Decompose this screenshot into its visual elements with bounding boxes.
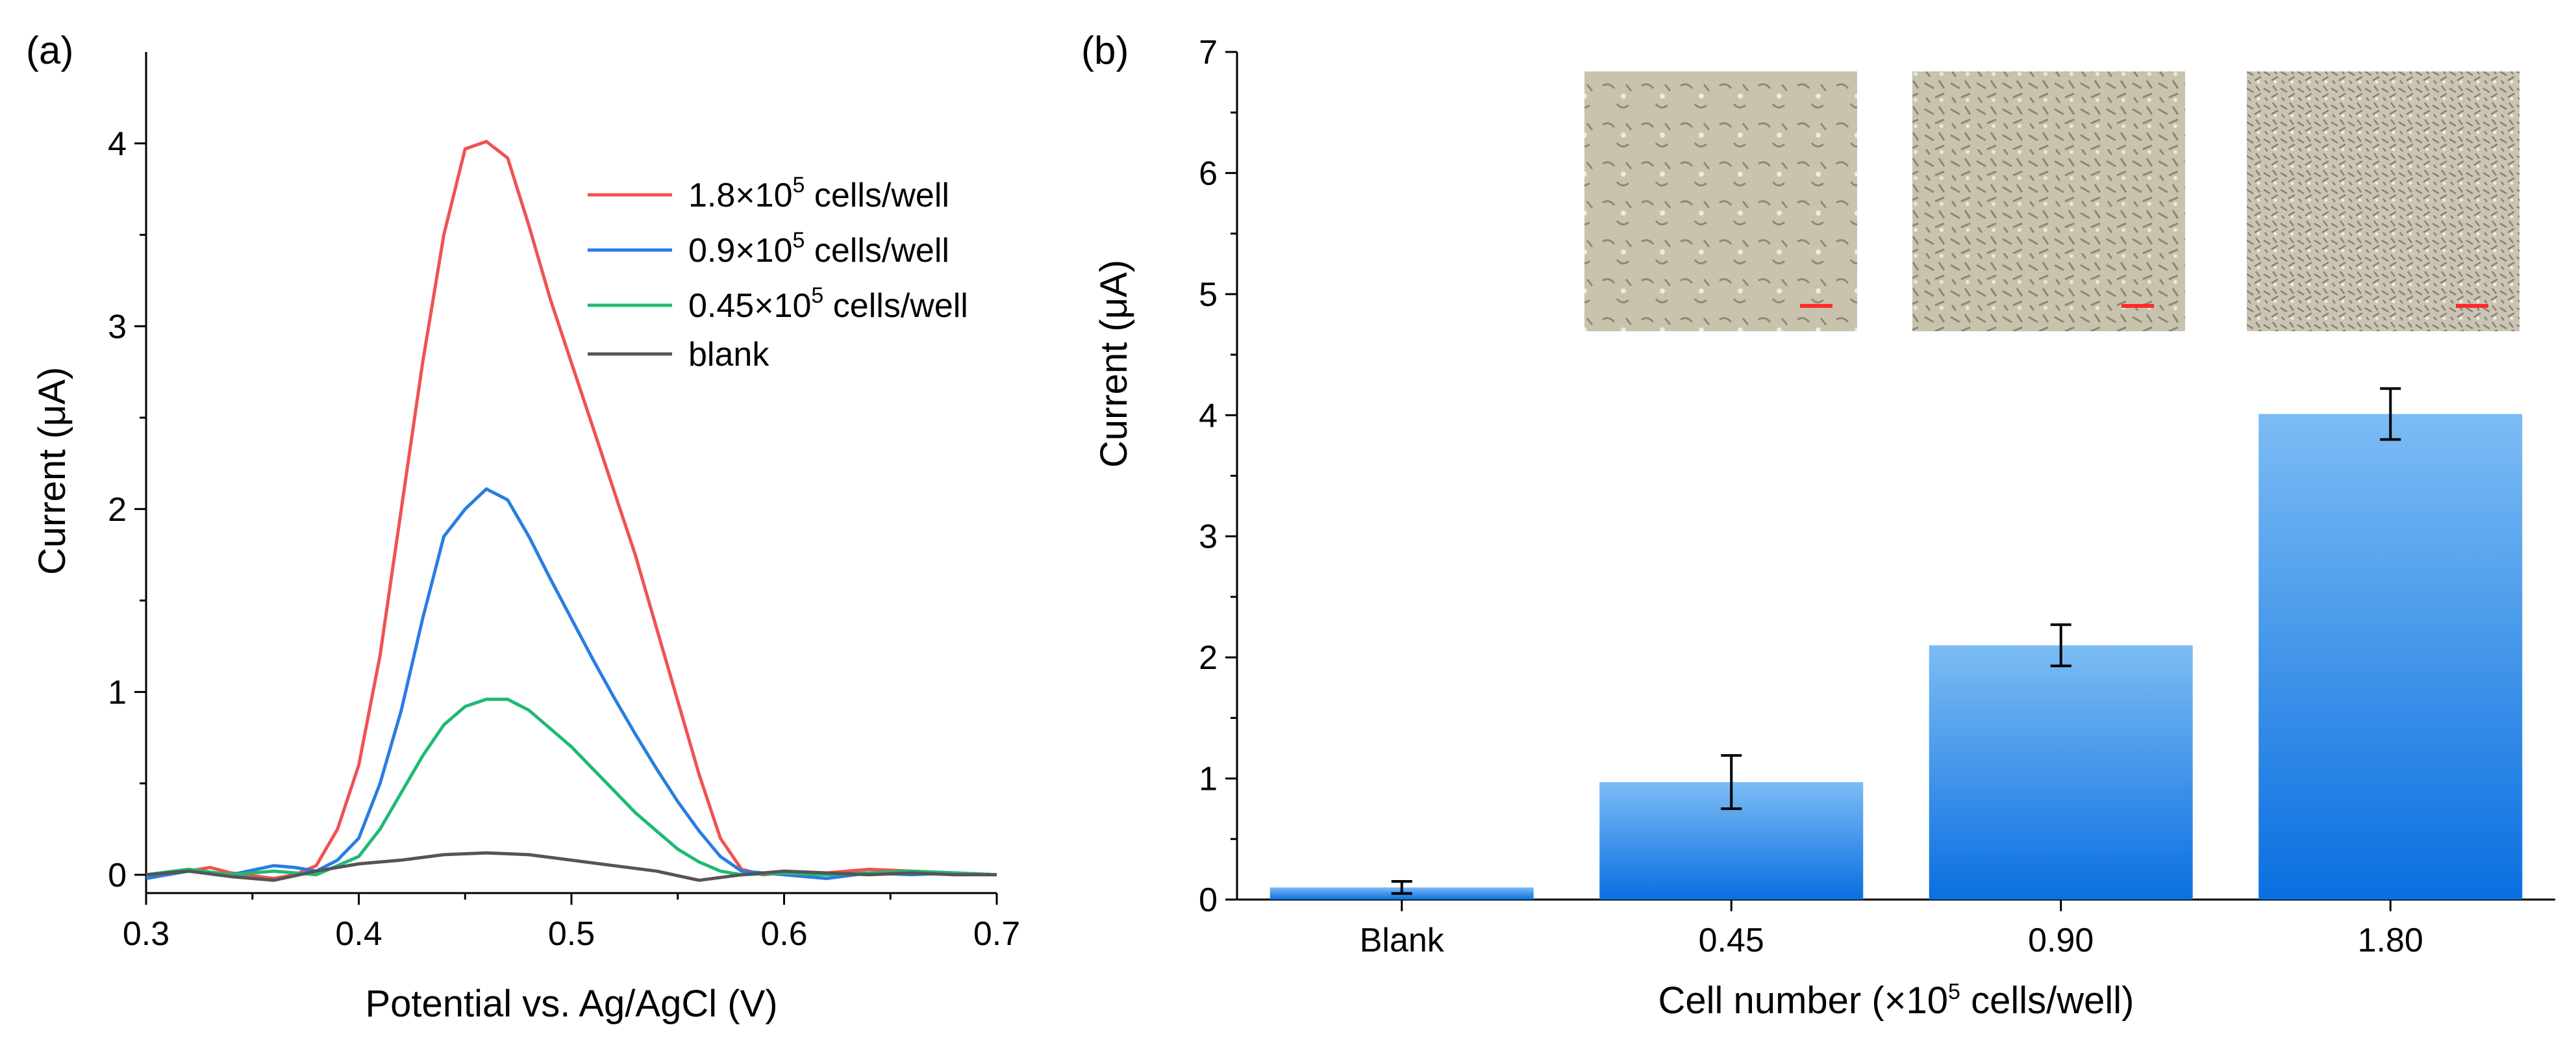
panel-b-y-tick-label: 7 xyxy=(1199,34,1218,71)
panel-b-bars: Blank 0.45 0.90 1.80 xyxy=(1269,387,2523,959)
panel-b-x-axis-title: Cell number (×105 cells/well) xyxy=(1658,979,2134,1022)
panel-b-y-tick-label: 5 xyxy=(1199,276,1218,314)
panel-a-y-axis-title: Current (μA) xyxy=(31,367,73,575)
series-line-2 xyxy=(145,487,997,880)
panel-b-y-tick-label: 6 xyxy=(1199,155,1218,192)
bar-1.80 xyxy=(2258,414,2523,900)
panel-a-y-tick-label: 2 xyxy=(108,491,127,529)
panel-a-x-tick-label: 0.4 xyxy=(335,915,382,953)
panel-a-y-tick-label: 3 xyxy=(108,308,127,346)
panel-b-label: (b) xyxy=(1081,29,1129,72)
panel-a-x-tick-label: 0.5 xyxy=(548,915,595,953)
micrograph-inset-low-density xyxy=(1584,71,1857,331)
legend-label-2: 0.9×105 cells/well xyxy=(688,228,949,270)
panel-b-y-tick-label: 3 xyxy=(1199,518,1218,556)
panel-b-ticks: 0 1 2 3 4 5 6 7 xyxy=(1199,34,1237,919)
panel-a-x-tick-label: 0.7 xyxy=(973,915,1020,953)
panel-b: (b) 0 1 2 3 4 5 6 7 Blank 0.45 0.90 1.80 Current (… xyxy=(1081,29,2555,1022)
panel-a-y-tick-label: 4 xyxy=(108,125,127,163)
panel-a-label: (a) xyxy=(26,29,73,72)
series-line-3 xyxy=(145,698,997,877)
panel-a-y-tick-label: 0 xyxy=(108,857,127,894)
series-line-4 xyxy=(145,851,997,882)
panel-a-x-tick-label: 0.6 xyxy=(760,915,807,953)
panel-b-x-tick-label: 0.90 xyxy=(2028,922,2094,959)
micrograph-high-density-image xyxy=(2247,71,2520,331)
micrograph-inset-medium-density xyxy=(1912,71,2185,331)
panel-b-x-tick-label: 0.45 xyxy=(1699,922,1764,959)
micrograph-medium-density-image xyxy=(1912,71,2185,331)
micrograph-low-density-image xyxy=(1584,71,1857,331)
panel-b-y-axis-title: Current (μA) xyxy=(1093,260,1135,468)
panel-b-x-tick-label: Blank xyxy=(1360,922,1445,959)
legend-label-3: 0.45×105 cells/well xyxy=(688,283,968,325)
panel-b-y-tick-label: 4 xyxy=(1199,397,1218,435)
panel-a-x-tick-label: 0.3 xyxy=(123,915,169,953)
legend-label-1: 1.8×105 cells/well xyxy=(688,173,949,214)
legend-label-4: blank xyxy=(688,336,769,373)
panel-b-x-tick-label: 1.80 xyxy=(2358,922,2423,959)
panel-a-y-tick-label: 1 xyxy=(108,674,127,711)
panel-a-legend: 1.8×105 cells/well 0.9×105 cells/well 0.… xyxy=(588,173,968,373)
panel-b-y-tick-label: 2 xyxy=(1199,639,1218,677)
panel-a-x-axis-title: Potential vs. Ag/AgCl (V) xyxy=(365,983,777,1025)
panel-b-y-tick-label: 1 xyxy=(1199,761,1218,798)
micrograph-inset-high-density xyxy=(2247,71,2520,331)
panel-a-ticks: 0.3 0.4 0.5 0.6 0.7 0 1 2 3 4 xyxy=(108,125,1020,953)
panel-a-series-lines xyxy=(145,140,997,882)
bar-0.90 xyxy=(1929,645,2193,900)
panel-a: (a) 0.3 0.4 0.5 0.6 0.7 0 1 2 3 4 Potential vs. A… xyxy=(26,29,1020,1025)
panel-b-y-tick-label: 0 xyxy=(1199,881,1218,919)
